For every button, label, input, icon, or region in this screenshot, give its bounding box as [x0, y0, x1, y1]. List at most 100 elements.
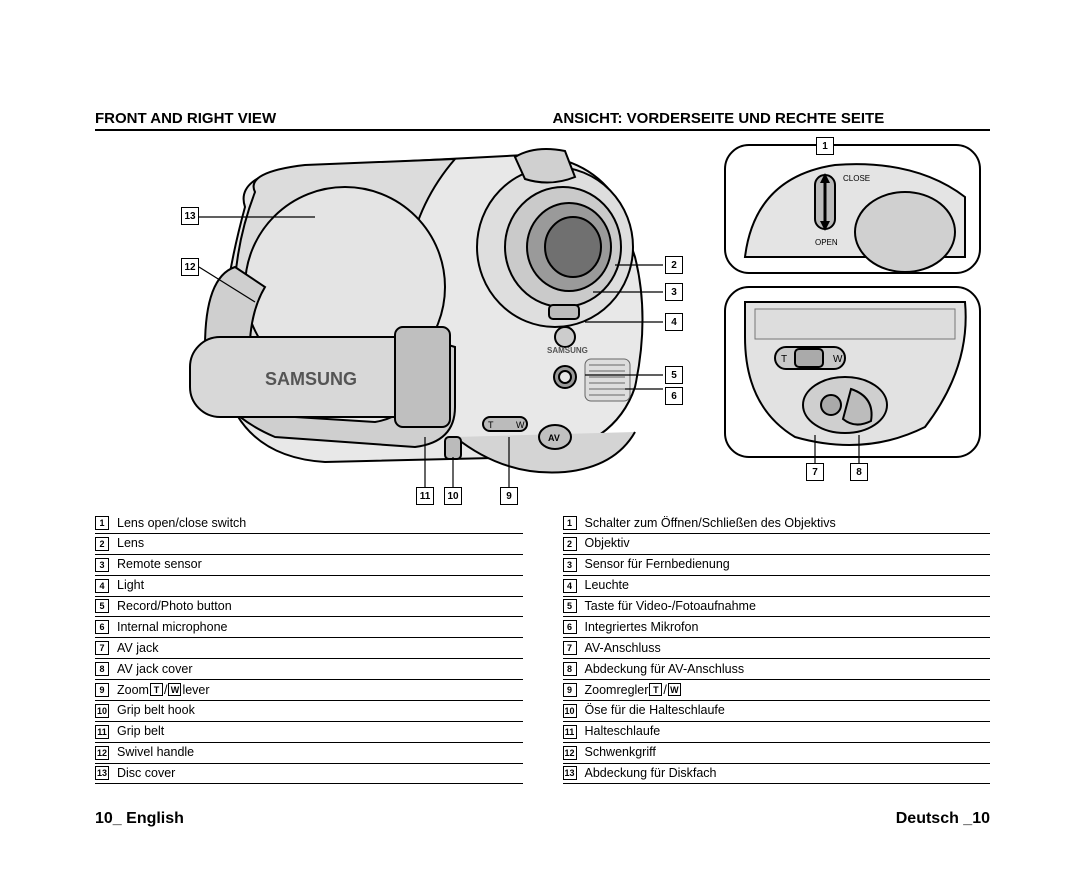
callout-1: 1	[816, 137, 834, 155]
parts-list-row: 9Zoomregler T / W	[563, 680, 991, 701]
parts-list-row: 13 Abdeckung für Diskfach	[563, 764, 991, 785]
list-item-text: Abdeckung für Diskfach	[585, 765, 717, 782]
callout-7: 7	[806, 463, 824, 481]
list-number-box: 10	[95, 704, 109, 718]
key-t-icon: T	[649, 683, 662, 696]
key-w-icon: W	[668, 683, 681, 696]
parts-list-row: 7 AV-Anschluss	[563, 638, 991, 659]
parts-list-row: 6 Integriertes Mikrofon	[563, 617, 991, 638]
parts-list-row: 3Remote sensor	[95, 555, 523, 576]
parts-list-row: 5Record/Photo button	[95, 597, 523, 618]
parts-list-row: 3 Sensor für Fernbedienung	[563, 555, 991, 576]
list-number-box: 7	[563, 641, 577, 655]
svg-text:W: W	[833, 354, 843, 365]
list-number-box: 5	[563, 599, 577, 613]
list-number-box: 4	[95, 579, 109, 593]
list-item-text: Öse für die Halteschlaufe	[585, 702, 725, 719]
list-number-box: 9	[563, 683, 577, 697]
callout-5: 5	[665, 366, 683, 384]
parts-list-german: 1 Schalter zum Öffnen/Schließen des Objek…	[563, 513, 991, 784]
parts-list-row: 12 Swivel handle	[95, 743, 523, 764]
list-item-text: Integriertes Mikrofon	[585, 619, 699, 636]
parts-list-row: 9Zoom T / W lever	[95, 680, 523, 701]
callout-9: 9	[500, 487, 518, 505]
list-item-text: Grip belt	[117, 723, 164, 740]
list-item-text: Lens open/close switch	[117, 515, 246, 532]
key-w-icon: W	[168, 683, 181, 696]
list-item-text: Record/Photo button	[117, 598, 232, 615]
list-item-text: AV-Anschluss	[585, 640, 661, 657]
list-item-text: Grip belt hook	[117, 702, 195, 719]
svg-text:SAMSUNG: SAMSUNG	[547, 346, 588, 355]
list-number-box: 7	[95, 641, 109, 655]
list-item-text: Disc cover	[117, 765, 175, 782]
parts-list-row: 2Lens	[95, 534, 523, 555]
list-number-box: 1	[95, 516, 109, 530]
list-item-text: Sensor für Fernbedienung	[585, 556, 730, 573]
parts-list-row: 4 Light	[95, 576, 523, 597]
key-t-icon: T	[150, 683, 163, 696]
list-item-text: Internal microphone	[117, 619, 227, 636]
list-number-box: 4	[563, 579, 577, 593]
svg-text:OPEN: OPEN	[815, 238, 838, 247]
svg-text:SAMSUNG: SAMSUNG	[265, 369, 357, 389]
callout-10: 10	[444, 487, 462, 505]
callout-13: 13	[181, 207, 199, 225]
list-item-text: Light	[117, 577, 144, 594]
heading-german: ANSICHT: VORDERSEITE UND RECHTE SEITE	[543, 110, 991, 131]
list-number-box: 6	[95, 620, 109, 634]
parts-list-row: 2 Objektiv	[563, 534, 991, 555]
list-item-text: Abdeckung für AV-Anschluss	[585, 661, 745, 678]
diagram-area: SAMSUNG	[95, 137, 990, 507]
list-number-box: 3	[563, 558, 577, 572]
parts-list-row: 8 Abdeckung für AV-Anschluss	[563, 659, 991, 680]
svg-text:T: T	[781, 354, 787, 365]
list-number-box: 1	[563, 516, 577, 530]
list-item-text: Halteschlaufe	[585, 723, 661, 740]
list-number-box: 8	[563, 662, 577, 676]
list-number-box: 9	[95, 683, 109, 697]
list-number-box: 8	[95, 662, 109, 676]
svg-text:AV: AV	[548, 433, 560, 443]
page-lang-right: Deutsch _	[896, 810, 972, 827]
list-item-text: Swivel handle	[117, 744, 194, 761]
list-number-box: 3	[95, 558, 109, 572]
list-item-text: Zoom	[117, 682, 149, 699]
callout-3: 3	[665, 283, 683, 301]
parts-list-row: 10 Öse für die Halteschlaufe	[563, 701, 991, 722]
camcorder-diagram: SAMSUNG	[95, 137, 990, 507]
svg-text:CLOSE: CLOSE	[843, 174, 870, 183]
parts-list-row: 11 Grip belt	[95, 722, 523, 743]
section-headings: FRONT AND RIGHT VIEW ANSICHT: VORDERSEIT…	[95, 110, 990, 131]
svg-text:T: T	[488, 420, 494, 430]
list-item-text: Taste für Video-/Fotoaufnahme	[585, 598, 756, 615]
parts-list-row: 7 AV jack	[95, 638, 523, 659]
callout-4: 4	[665, 313, 683, 331]
list-number-box: 12	[95, 746, 109, 760]
parts-list-row: 4 Leuchte	[563, 576, 991, 597]
parts-list-row: 13Disc cover	[95, 764, 523, 785]
list-item-text: Lens	[117, 535, 144, 552]
list-number-box: 13	[563, 766, 577, 780]
list-number-box: 11	[95, 725, 109, 739]
parts-list-row: 1 Schalter zum Öffnen/Schließen des Objek…	[563, 513, 991, 534]
list-item-text: Schwenkgriff	[585, 744, 656, 761]
list-item-text: AV jack	[117, 640, 158, 657]
callout-8: 8	[850, 463, 868, 481]
list-item-text: Zoomregler	[585, 682, 649, 699]
parts-list-row: 6 Internal microphone	[95, 617, 523, 638]
list-item-text: Leuchte	[585, 577, 629, 594]
list-item-text: Objektiv	[585, 535, 630, 552]
callout-11: 11	[416, 487, 434, 505]
heading-english: FRONT AND RIGHT VIEW	[95, 110, 543, 131]
list-number-box: 10	[563, 704, 577, 718]
list-number-box: 2	[563, 537, 577, 551]
callout-2: 2	[665, 256, 683, 274]
parts-lists: 1Lens open/close switch2Lens3Remote sens…	[95, 513, 990, 784]
list-number-box: 6	[563, 620, 577, 634]
page-number-left: 10	[95, 810, 113, 827]
list-item-text: Schalter zum Öffnen/Schließen des Objekt…	[585, 515, 836, 532]
list-item-text: AV jack cover	[117, 661, 193, 678]
callout-6: 6	[665, 387, 683, 405]
parts-list-english: 1 Lens open/close switch 2Lens3Remote sens…	[95, 513, 523, 784]
